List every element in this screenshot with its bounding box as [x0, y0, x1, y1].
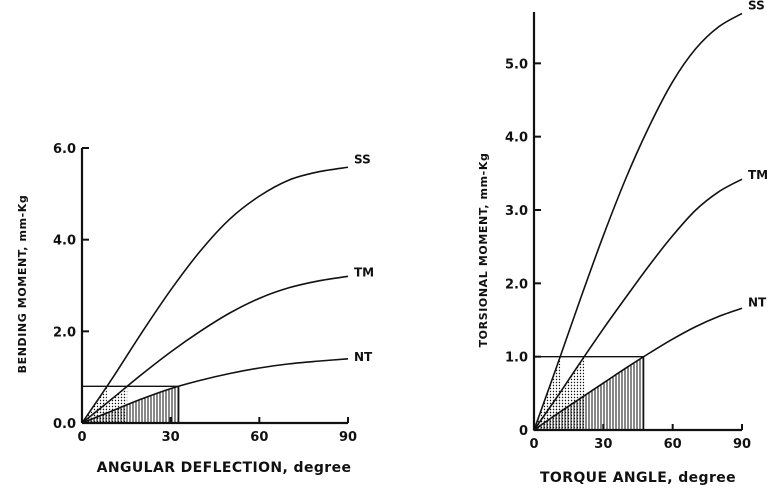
x-tick-label: 0 [529, 437, 538, 452]
y-tick-label: 2.0 [53, 325, 76, 340]
curve-ss [533, 12, 743, 431]
x-tick-label: 30 [162, 430, 180, 445]
series-label-ss: SS [748, 0, 765, 12]
x-tick-label: 60 [664, 437, 682, 452]
torsional-moment-chart: 0 30 60 90 0 1.0 2.0 3.0 4.0 5.0 SS TM NT TORSIONAL… [477, 0, 768, 486]
series-label-ss: SS [354, 152, 371, 166]
x-axis-label: TORQUE ANGLE, degree [540, 470, 736, 486]
series-label-nt: NT [354, 350, 373, 364]
series-label-nt: NT [748, 295, 767, 309]
bending-moment-chart: 0 30 60 90 0.0 2.0 4.0 6.0 SS TM NT BENDING MOMEN… [16, 142, 374, 476]
ticks: 0 30 60 90 0.0 2.0 4.0 6.0 [53, 142, 357, 445]
y-tick-label: 3.0 [505, 204, 528, 219]
x-axis-label: ANGULAR DEFLECTION, degree [97, 460, 352, 476]
y-tick-label: 0.0 [53, 417, 76, 432]
series-labels: SS TM NT [354, 152, 374, 364]
x-tick-label: 0 [77, 430, 86, 445]
y-tick-label: 1.0 [505, 351, 528, 366]
y-tick-label: 5.0 [505, 57, 528, 72]
y-tick-label: 4.0 [505, 131, 528, 146]
series-label-tm: TM [748, 168, 768, 182]
y-tick-label: 6.0 [53, 142, 76, 157]
curve-nt [533, 307, 743, 431]
y-axis-label: BENDING MOMENT, mm-Kg [16, 195, 29, 374]
x-tick-label: 90 [733, 437, 751, 452]
y-tick-label: 0 [519, 424, 528, 439]
series-labels: SS TM NT [748, 0, 768, 309]
y-tick-label: 2.0 [505, 277, 528, 292]
y-axis-label: TORSIONAL MOMENT, mm-Kg [477, 153, 490, 348]
x-tick-label: 90 [339, 430, 357, 445]
curves [533, 12, 743, 431]
x-tick-label: 30 [594, 437, 612, 452]
curves [81, 166, 349, 424]
y-tick-label: 4.0 [53, 234, 76, 249]
x-tick-label: 60 [250, 430, 268, 445]
series-label-tm: TM [354, 265, 374, 279]
curve-tm [533, 178, 743, 431]
curve-nt [81, 358, 349, 424]
ticks: 0 30 60 90 0 1.0 2.0 3.0 4.0 5.0 [505, 57, 751, 452]
curve-ss [81, 166, 349, 424]
